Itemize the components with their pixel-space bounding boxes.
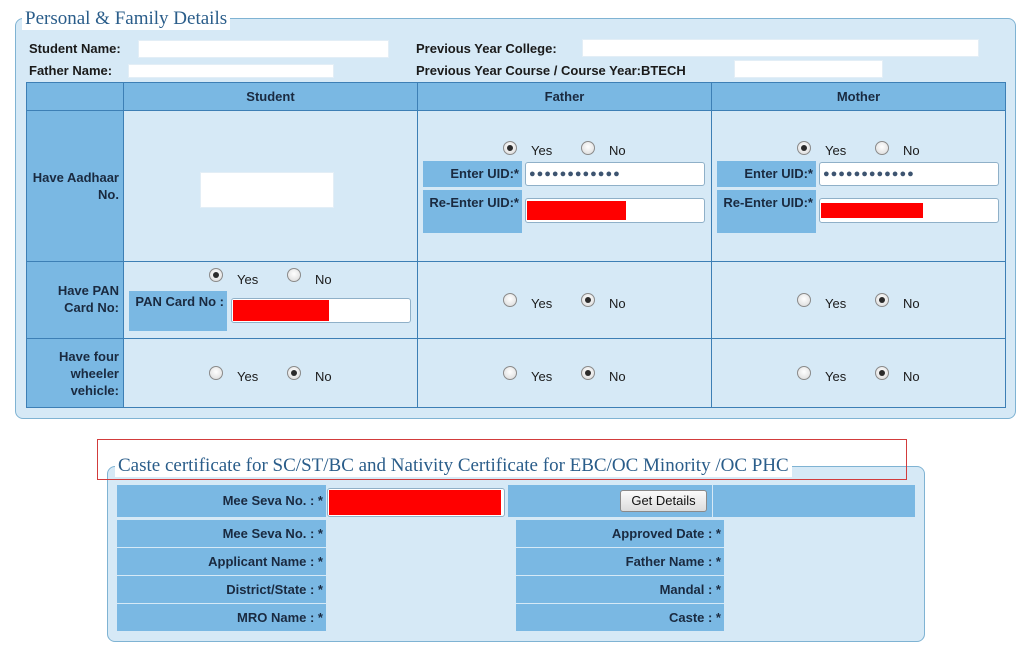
student-pan-yes-radio[interactable] — [209, 268, 223, 282]
vehicle-row-header: Have four wheeler vehicle: — [27, 339, 124, 407]
student-pan-redaction — [233, 300, 329, 321]
student-vehicle-cell: Yes No — [124, 339, 418, 407]
caste-certificate-legend: Caste certificate for SC/ST/BC and Nativ… — [115, 455, 792, 477]
personal-details-legend: Personal & Family Details — [22, 8, 231, 30]
father-pan-yes-label: Yes — [531, 296, 553, 311]
father-pan-cell: Yes No — [418, 262, 712, 339]
mee-seva-row-filler — [713, 485, 915, 517]
mother-aadhaar-no-radio[interactable] — [875, 141, 889, 155]
student-pan-no-label: No — [315, 272, 332, 287]
previous-course-value: BTECH — [640, 63, 686, 78]
student-vehicle-no-label: No — [315, 369, 332, 384]
father-aadhaar-cell: Yes No Enter UID:* ●●●●●●●●●●●● Re-Enter… — [418, 111, 712, 262]
aadhaar-row-header: Have Aadhaar No. — [27, 111, 124, 262]
mee-seva-input[interactable] — [327, 488, 505, 517]
approved-date-label: Approved Date : * — [516, 520, 724, 547]
father-enter-uid-label: Enter UID:* — [423, 161, 522, 187]
father-vehicle-no-label: No — [609, 369, 626, 384]
father-column-header: Father — [418, 83, 712, 111]
father-pan-no-radio[interactable] — [581, 293, 595, 307]
previous-college-label: Previous Year College: — [416, 41, 557, 56]
student-pan-no-radio[interactable] — [287, 268, 301, 282]
mother-vehicle-cell: Yes No — [712, 339, 1005, 407]
caste-label: Caste : * — [516, 604, 724, 631]
mother-reenter-uid-input[interactable] — [819, 198, 999, 223]
family-details-table: Student Father Mother Have Aadhaar No. Y… — [26, 82, 1006, 408]
student-pan-cell: Yes No PAN Card No : — [124, 262, 418, 339]
father-uid-input[interactable]: ●●●●●●●●●●●● — [525, 162, 705, 186]
father-reenter-uid-redaction — [527, 201, 626, 220]
vehicle-row-label: Have four wheeler vehicle: — [59, 349, 119, 398]
pan-row-label: Have PAN Card No: — [57, 283, 119, 315]
father-aadhaar-no-radio[interactable] — [581, 141, 595, 155]
student-pan-input[interactable] — [231, 298, 411, 323]
student-name-label: Student Name: — [29, 41, 121, 56]
father-vehicle-yes-radio[interactable] — [503, 366, 517, 380]
district-state-label: District/State : * — [117, 576, 326, 603]
student-vehicle-yes-radio[interactable] — [209, 366, 223, 380]
father-vehicle-no-radio[interactable] — [581, 366, 595, 380]
mother-uid-masked: ●●●●●●●●●●●● — [823, 168, 915, 180]
father-pan-yes-radio[interactable] — [503, 293, 517, 307]
get-details-button[interactable]: Get Details — [620, 490, 707, 512]
pan-row-header: Have PAN Card No: — [27, 262, 124, 339]
mother-vehicle-yes-label: Yes — [825, 369, 847, 384]
mother-enter-uid-label: Enter UID:* — [717, 161, 816, 187]
aadhaar-row-label: Have Aadhaar No. — [32, 170, 119, 202]
previous-course-label: Previous Year Course / Course Year:BTECH — [416, 63, 686, 78]
mother-reenter-uid-redaction — [821, 203, 923, 218]
mee-seva-redaction — [329, 490, 501, 515]
father-reenter-uid-input[interactable] — [525, 198, 705, 223]
student-vehicle-yes-label: Yes — [237, 369, 259, 384]
mee-seva-label: Mee Seva No. : * — [117, 485, 326, 517]
mother-column-header: Mother — [712, 83, 1005, 111]
mro-name-label: MRO Name : * — [117, 604, 326, 631]
father-name-field[interactable] — [128, 64, 334, 78]
mother-pan-yes-radio[interactable] — [797, 293, 811, 307]
father-vehicle-yes-label: Yes — [531, 369, 553, 384]
mother-aadhaar-yes-radio[interactable] — [797, 141, 811, 155]
mother-vehicle-no-radio[interactable] — [875, 366, 889, 380]
table-corner-header — [27, 83, 124, 111]
student-aadhaar-input[interactable] — [200, 172, 334, 208]
student-name-field[interactable] — [138, 40, 389, 58]
previous-course-year-field[interactable] — [734, 60, 883, 78]
father-uid-masked: ●●●●●●●●●●●● — [529, 168, 621, 180]
mother-aadhaar-no-label: No — [903, 143, 920, 158]
mee-seva-label-2: Mee Seva No. : * — [117, 520, 326, 547]
father-aadhaar-yes-radio[interactable] — [503, 141, 517, 155]
father-pan-no-label: No — [609, 296, 626, 311]
student-vehicle-no-radio[interactable] — [287, 366, 301, 380]
mother-uid-input[interactable]: ●●●●●●●●●●●● — [819, 162, 999, 186]
mother-pan-cell: Yes No — [712, 262, 1005, 339]
father-name-label: Father Name: — [29, 63, 113, 78]
caste-father-name-label: Father Name : * — [516, 548, 724, 575]
father-reenter-uid-label: Re-Enter UID:* — [423, 190, 522, 233]
mother-pan-no-label: No — [903, 296, 920, 311]
previous-college-field[interactable] — [582, 39, 979, 57]
student-pan-yes-label: Yes — [237, 272, 259, 287]
mandal-label: Mandal : * — [516, 576, 724, 603]
student-pan-label: PAN Card No : — [129, 291, 227, 331]
father-aadhaar-no-label: No — [609, 143, 626, 158]
father-vehicle-cell: Yes No — [418, 339, 712, 407]
mother-pan-no-radio[interactable] — [875, 293, 889, 307]
mother-aadhaar-cell: Yes No Enter UID:* ●●●●●●●●●●●● Re-Enter… — [712, 111, 1005, 262]
student-aadhaar-cell — [124, 111, 418, 262]
mother-aadhaar-yes-label: Yes — [825, 143, 847, 158]
mother-vehicle-yes-radio[interactable] — [797, 366, 811, 380]
father-aadhaar-yes-label: Yes — [531, 143, 553, 158]
student-column-header: Student — [124, 83, 418, 111]
mother-pan-yes-label: Yes — [825, 296, 847, 311]
applicant-name-label: Applicant Name : * — [117, 548, 326, 575]
legend-highlight-box — [97, 439, 907, 480]
mother-vehicle-no-label: No — [903, 369, 920, 384]
mother-reenter-uid-label: Re-Enter UID:* — [717, 190, 816, 233]
